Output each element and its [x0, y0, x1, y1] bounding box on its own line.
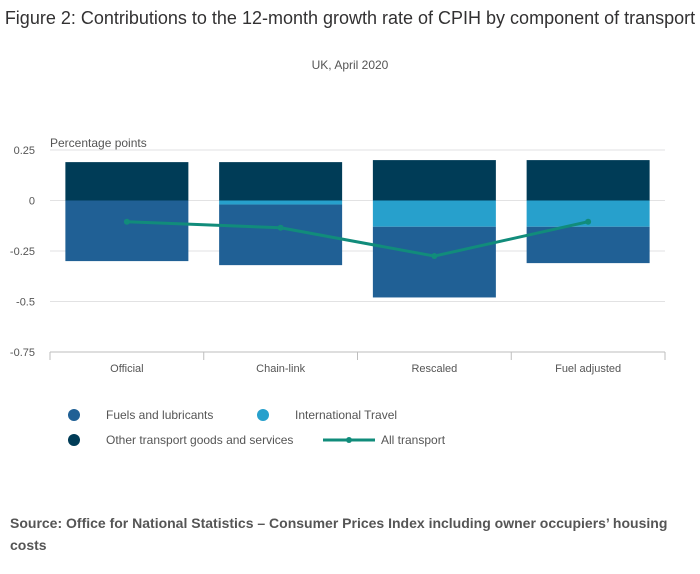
all-transport-point-1 [277, 224, 284, 231]
legend-swatch-fuels-and-lubricants [68, 409, 80, 421]
x-tick-label: Fuel adjusted [555, 363, 621, 375]
bar-layer [65, 160, 650, 298]
axis-layer: Official Chain-link Rescaled Fuel adjusted [49, 351, 666, 375]
x-tick-label: Official [110, 363, 143, 375]
bar-other-transport-goods-and-services-0 [65, 162, 189, 201]
legend-swatch-point-all-transport [346, 437, 352, 443]
all-transport-point-2 [431, 253, 438, 260]
all-transport-line [126, 220, 589, 258]
bar-international-travel-2 [372, 200, 496, 227]
chart-subtitle: UK, April 2020 [311, 58, 389, 72]
y-tick-label: -0.5 [16, 297, 35, 309]
y-axis-label: Percentage points [50, 136, 147, 150]
x-tick-label: Chain-link [256, 363, 305, 375]
all-transport-point-0 [123, 218, 130, 225]
line-layer [123, 218, 592, 260]
y-tick-label: 0.25 [14, 145, 35, 157]
bar-other-transport-goods-and-services-1 [219, 162, 343, 201]
bar-other-transport-goods-and-services-2 [372, 160, 496, 201]
legend-label-all-transport: All transport [381, 433, 446, 447]
legend: Fuels and lubricants International Travel… [68, 408, 446, 447]
bar-other-transport-goods-and-services-3 [526, 160, 650, 201]
bar-fuels-and-lubricants-3 [526, 226, 650, 264]
legend-swatch-other-transport-goods-and-services [68, 434, 80, 446]
x-tick-label: Rescaled [411, 363, 457, 375]
y-tick-label: -0.25 [10, 246, 35, 258]
bar-fuels-and-lubricants-2 [372, 226, 496, 298]
legend-label-international-travel: International Travel [295, 408, 397, 422]
all-transport-point-3 [585, 218, 592, 225]
chart-svg: Percentage points 0.25 0 -0.25 -0.5 -0.75 Of… [10, 136, 666, 447]
legend-label-fuels-and-lubricants: Fuels and lubricants [106, 408, 213, 422]
source-note: Source: Office for National Statistics –… [10, 515, 668, 553]
legend-label-other-transport-goods-and-services: Other transport goods and services [106, 433, 293, 447]
legend-swatch-international-travel [257, 409, 269, 421]
bar-international-travel-1 [219, 200, 343, 205]
bar-fuels-and-lubricants-0 [65, 200, 189, 262]
chart-title: Figure 2: Contributions to the 12-month … [4, 8, 696, 28]
y-tick-label: -0.75 [10, 347, 35, 359]
y-tick-label: 0 [29, 196, 35, 208]
